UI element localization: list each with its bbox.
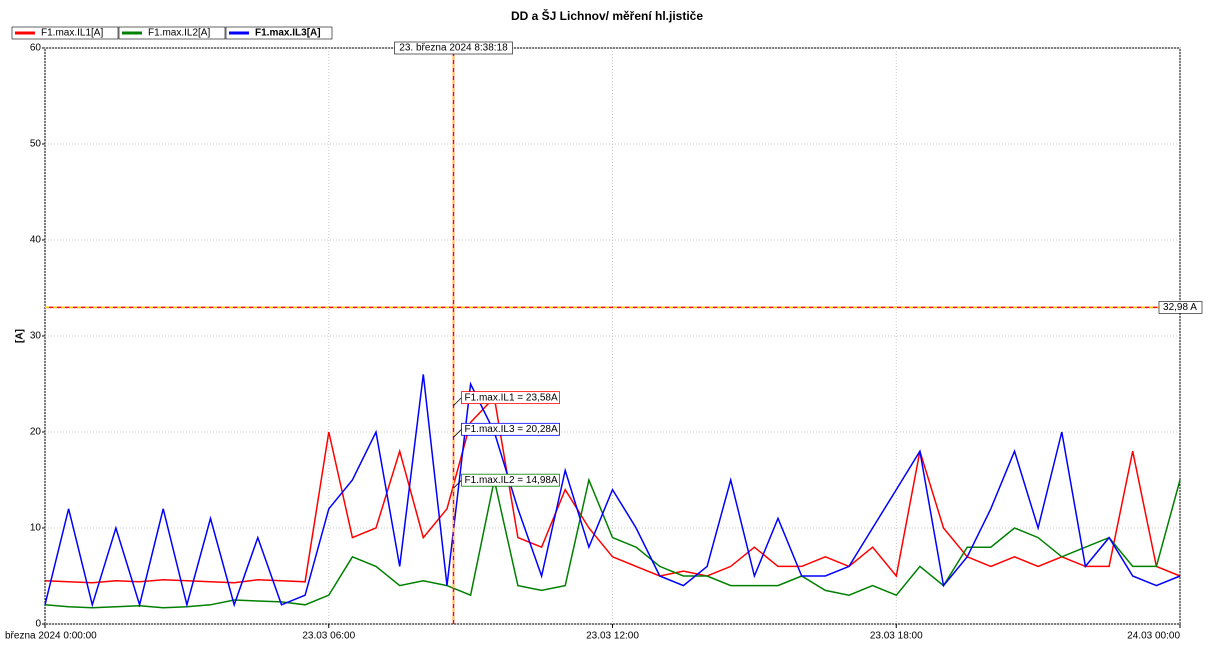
y-axis-label: [A] (15, 329, 26, 343)
series-line (44, 477, 1181, 609)
y-tick-label: 20 (30, 427, 42, 438)
chart-title: DD a ŠJ Lichnov/ měření hl.jističe (511, 8, 703, 23)
cursor-y-box (1158, 301, 1203, 314)
readout-leader (453, 429, 462, 438)
readout-box (461, 473, 560, 487)
readout-label: F1.max.IL3 = 20,28A (465, 424, 558, 435)
cursor-x-box (394, 41, 513, 55)
y-tick-label: 60 (30, 43, 42, 54)
y-tick-label: 30 (30, 331, 42, 342)
readout-leader (453, 479, 462, 489)
readout-label: F1.max.IL2 = 14,98A (465, 475, 558, 486)
readout-box (461, 391, 560, 405)
legend-label: F1.max.IL2[A] (148, 28, 210, 39)
readout-box (461, 422, 560, 436)
x-tick-label: 23.03 06:00 (302, 631, 355, 642)
x-tick-label: března 2024 0:00:00 (5, 631, 97, 642)
x-tick-label: 24.03 00:00 (1127, 631, 1180, 642)
x-tick-label: 23.03 18:00 (870, 631, 923, 642)
series-line (44, 374, 1181, 608)
y-tick-label: 40 (30, 235, 42, 246)
y-tick-label: 50 (30, 139, 42, 150)
legend-box (118, 26, 226, 40)
y-tick-label: 0 (35, 619, 41, 630)
y-tick-label: 10 (30, 523, 42, 534)
readout-label: F1.max.IL1 = 23,58A (465, 392, 558, 403)
cursor-y-label: 32,98 A (1163, 302, 1197, 313)
x-tick-label: 23.03 12:00 (586, 631, 639, 642)
readout-leader (453, 397, 462, 406)
legend-label: F1.max.IL3[A] (255, 28, 321, 39)
series-line (44, 395, 1181, 584)
legend-box (11, 26, 119, 40)
legend-box (225, 26, 333, 40)
cursor-x-label: 23. března 2024 8:38:18 (399, 43, 508, 54)
legend-label: F1.max.IL1[A] (41, 28, 103, 39)
